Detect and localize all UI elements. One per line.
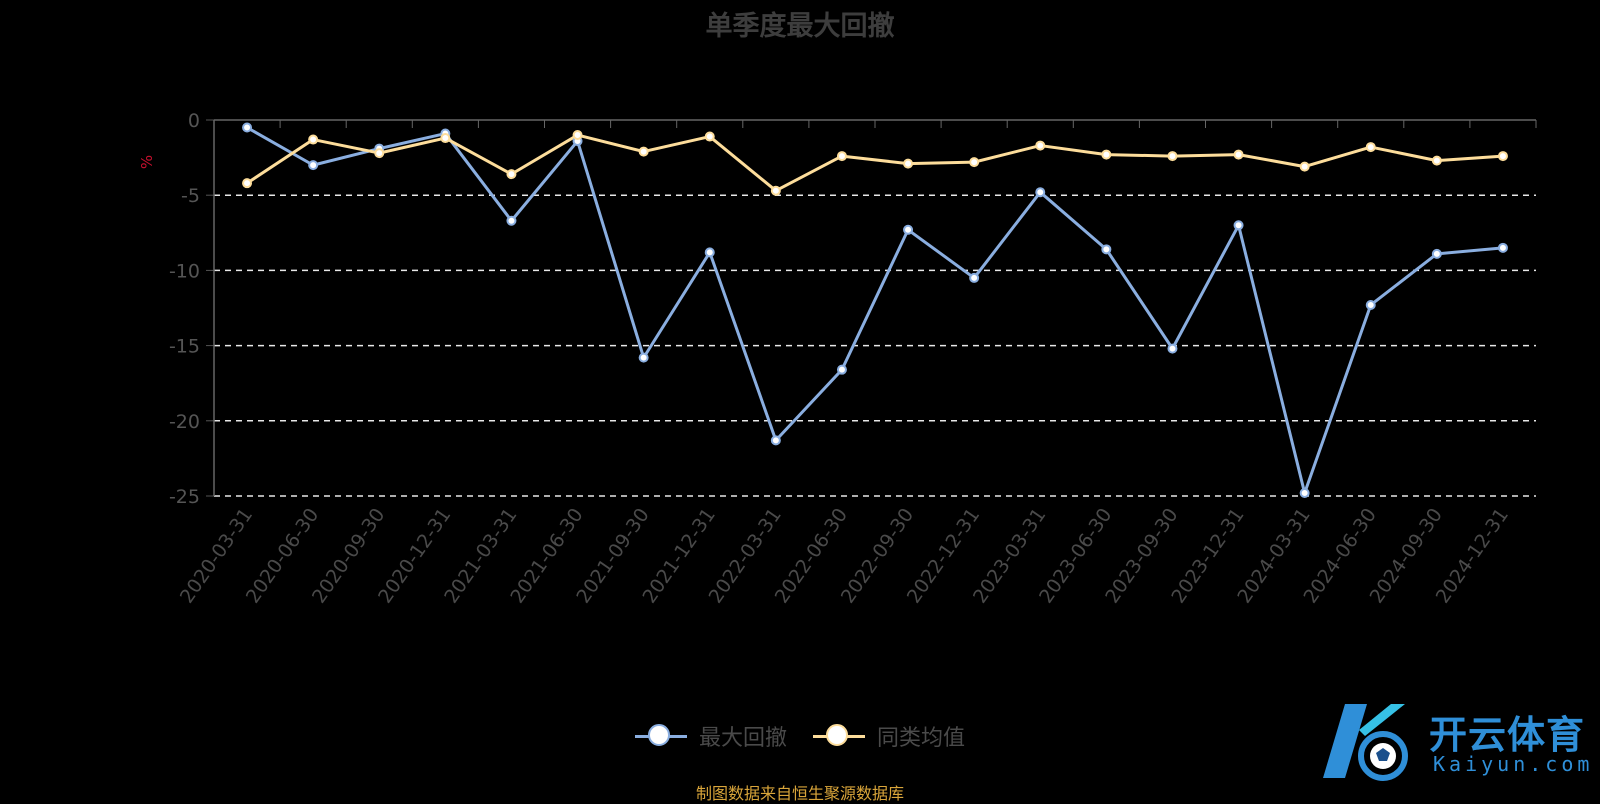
data-point-0	[308, 160, 319, 171]
data-point-1	[770, 185, 781, 196]
data-point-1	[1497, 151, 1508, 162]
data-point-1	[704, 131, 715, 142]
data-point-0	[1233, 220, 1244, 231]
chart-title: 单季度最大回撤	[705, 11, 895, 42]
y-tick-label: -5	[181, 185, 200, 207]
legend-label-max-drawdown: 最大回撤	[698, 726, 787, 751]
data-point-1	[572, 130, 583, 141]
data-point-0	[242, 122, 253, 133]
data-point-0	[836, 364, 847, 375]
data-point-1	[506, 169, 517, 180]
data-point-0	[704, 247, 715, 258]
data-point-1	[1365, 142, 1376, 153]
y-axis-unit-label: %	[138, 155, 156, 169]
data-point-0	[969, 272, 980, 283]
legend-swatch-peer-average	[813, 723, 865, 749]
y-tick-label: 0	[188, 110, 200, 132]
data-point-1	[1101, 149, 1112, 160]
source-note: 制图数据来自恒生聚源数据库	[695, 784, 904, 803]
legend-item-peer-average[interactable]: 同类均值	[813, 720, 965, 752]
data-point-1	[1233, 149, 1244, 160]
legend-label-peer-average: 同类均值	[877, 726, 966, 751]
data-point-0	[1299, 487, 1310, 498]
data-point-0	[1497, 242, 1508, 253]
data-point-1	[242, 178, 253, 189]
data-point-1	[1299, 161, 1310, 172]
data-point-0	[638, 352, 649, 363]
data-point-0	[1101, 244, 1112, 255]
data-point-1	[903, 158, 914, 169]
data-point-0	[1035, 187, 1046, 198]
data-point-0	[903, 224, 914, 235]
y-tick-label: -10	[169, 260, 200, 282]
legend: 最大回撤 同类均值	[0, 720, 1600, 752]
data-point-0	[770, 435, 781, 446]
data-point-1	[440, 133, 451, 144]
y-tick-label: -20	[169, 411, 200, 433]
data-point-0	[1431, 248, 1442, 259]
logo: 开云体育 Kaiyun.com	[1315, 696, 1595, 786]
logo-text-cn: 开云体育	[1429, 713, 1586, 757]
legend-swatch-max-drawdown	[634, 723, 687, 749]
logo-mark-icon	[1323, 704, 1408, 781]
data-point-1	[308, 134, 319, 145]
series-line-1	[246, 133, 1504, 193]
data-point-0	[506, 215, 517, 226]
data-point-1	[374, 148, 385, 159]
data-point-1	[1035, 140, 1046, 151]
data-point-1	[638, 146, 649, 157]
data-point-1	[1167, 151, 1178, 162]
data-point-0	[1365, 299, 1376, 310]
y-tick-label: -15	[169, 336, 200, 358]
y-tick-label: -25	[169, 486, 200, 508]
data-point-1	[1431, 155, 1442, 166]
data-point-1	[969, 157, 980, 168]
legend-item-max-drawdown[interactable]: 最大回撤	[634, 720, 787, 752]
series-line-0	[246, 126, 1504, 495]
data-point-0	[1167, 343, 1178, 354]
data-point-1	[836, 151, 847, 162]
logo-text-en: Kaiyun.com	[1433, 752, 1594, 776]
